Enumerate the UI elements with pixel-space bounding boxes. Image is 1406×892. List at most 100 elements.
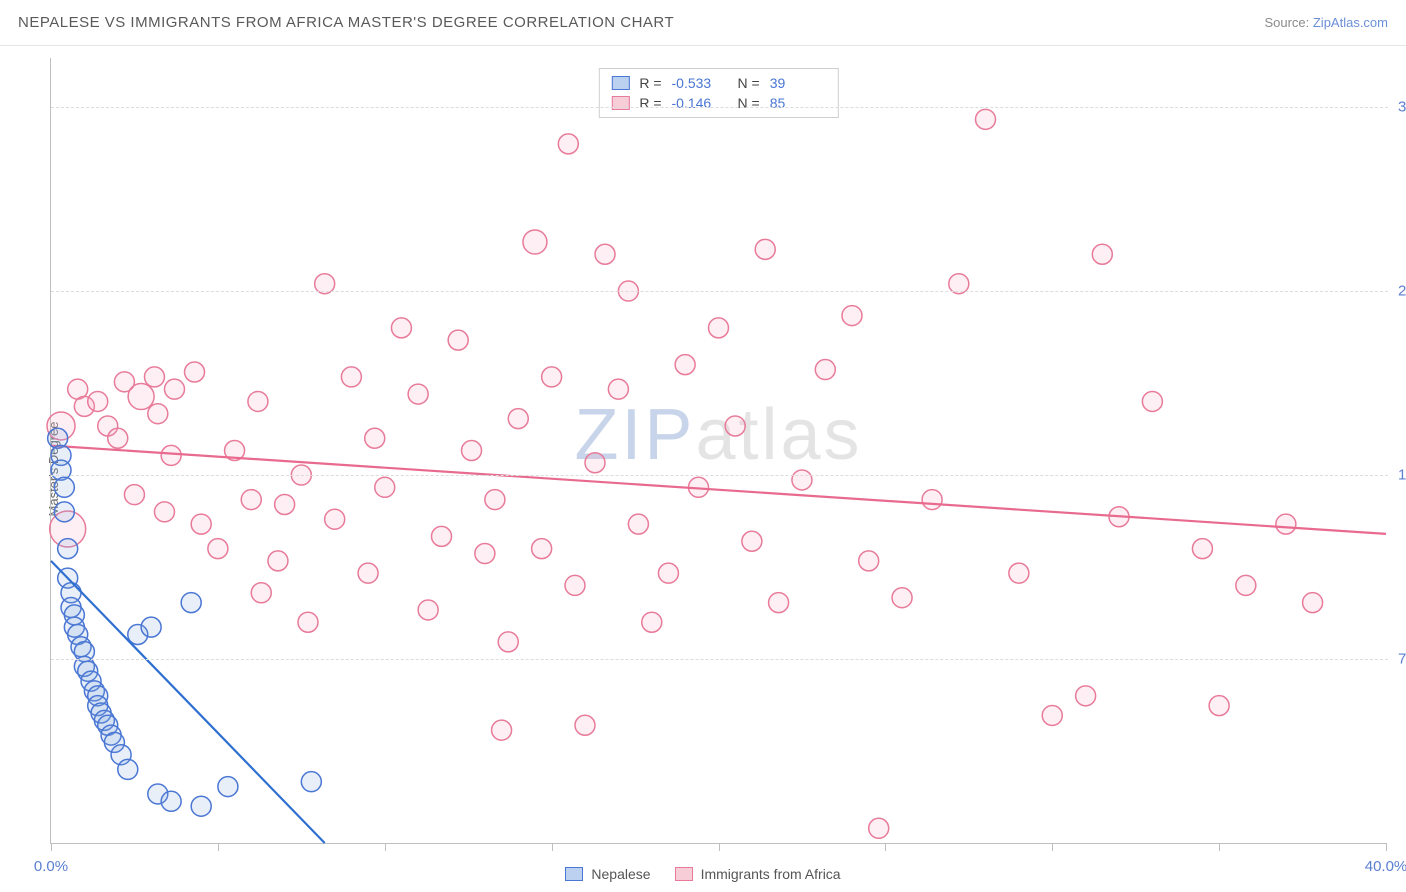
header: NEPALESE VS IMMIGRANTS FROM AFRICA MASTE… [0,0,1406,46]
scatter-point-africa [161,445,181,465]
scatter-point-africa [185,362,205,382]
scatter-point-africa [475,544,495,564]
scatter-point-africa [1192,539,1212,559]
scatter-point-africa [658,563,678,583]
stats-n-label: N = [738,75,760,91]
scatter-point-africa [976,109,996,129]
scatter-point-africa [251,583,271,603]
scatter-point-africa [88,391,108,411]
scatter-point-africa [523,230,547,254]
scatter-point-africa [341,367,361,387]
legend-label-africa: Immigrants from Africa [701,866,841,882]
y-tick-label: 30.0% [1388,99,1406,116]
scatter-point-africa [792,470,812,490]
scatter-point-nepalese [54,502,74,522]
scatter-point-africa [642,612,662,632]
x-tick [385,843,386,851]
stats-n-label: N = [738,95,760,111]
scatter-point-nepalese [218,777,238,797]
scatter-point-africa [154,502,174,522]
scatter-point-africa [892,588,912,608]
scatter-point-nepalese [301,772,321,792]
scatter-point-nepalese [141,617,161,637]
source-prefix: Source: [1264,15,1312,30]
legend-swatch-nepalese [565,867,583,881]
stats-swatch-nepalese [611,76,629,90]
correlation-stats-box: R = -0.533 N = 39 R = -0.146 N = 85 [598,68,838,118]
scatter-point-africa [922,490,942,510]
scatter-point-africa [532,539,552,559]
page-title: NEPALESE VS IMMIGRANTS FROM AFRICA MASTE… [18,14,674,31]
stats-row-nepalese: R = -0.533 N = 39 [611,73,825,93]
scatter-point-africa [498,632,518,652]
scatter-point-africa [675,355,695,375]
stats-r-label: R = [639,95,661,111]
x-tick [1219,843,1220,851]
scatter-point-africa [108,428,128,448]
x-tick [885,843,886,851]
scatter-point-africa [709,318,729,338]
stats-row-africa: R = -0.146 N = 85 [611,93,825,113]
scatter-point-africa [128,384,154,410]
legend-swatch-africa [675,867,693,881]
scatter-point-africa [565,575,585,595]
stats-n-value-nepalese: 39 [770,75,826,91]
scatter-point-africa [418,600,438,620]
scatter-point-africa [124,485,144,505]
scatter-point-africa [391,318,411,338]
chart-area: Master's Degree ZIPatlas R = -0.533 N = … [0,46,1406,892]
scatter-point-africa [859,551,879,571]
scatter-point-africa [755,239,775,259]
scatter-point-africa [1076,686,1096,706]
scatter-point-africa [275,494,295,514]
source-link[interactable]: ZipAtlas.com [1313,15,1388,30]
scatter-point-africa [1209,696,1229,716]
scatter-point-africa [628,514,648,534]
y-gridline [51,659,1388,660]
scatter-point-nepalese [181,593,201,613]
scatter-point-africa [268,551,288,571]
scatter-point-africa [148,404,168,424]
scatter-point-africa [542,367,562,387]
scatter-point-africa [608,379,628,399]
scatter-point-nepalese [118,759,138,779]
legend-item-nepalese: Nepalese [565,866,650,882]
scatter-point-africa [595,244,615,264]
scatter-point-africa [485,490,505,510]
stats-n-value-africa: 85 [770,95,826,111]
y-gridline [51,107,1388,108]
scatter-point-africa [325,509,345,529]
stats-r-label: R = [639,75,661,91]
scatter-point-africa [241,490,261,510]
legend: Nepalese Immigrants from Africa [0,866,1406,882]
scatter-point-nepalese [54,477,74,497]
scatter-point-africa [585,453,605,473]
scatter-point-africa [358,563,378,583]
scatter-point-africa [508,409,528,429]
source-attribution: Source: ZipAtlas.com [1264,15,1388,30]
plot-region: ZIPatlas R = -0.533 N = 39 R = -0.146 N … [50,58,1386,844]
scatter-point-africa [1142,391,1162,411]
scatter-point-africa [408,384,428,404]
scatter-point-africa [815,360,835,380]
scatter-point-africa [144,367,164,387]
y-tick-label: 22.5% [1388,283,1406,300]
scatter-point-africa [742,531,762,551]
scatter-point-africa [1236,575,1256,595]
scatter-point-nepalese [161,791,181,811]
scatter-point-africa [1009,563,1029,583]
x-tick [552,843,553,851]
x-tick [1386,843,1387,851]
legend-label-nepalese: Nepalese [591,866,650,882]
x-tick [218,843,219,851]
scatter-point-africa [191,514,211,534]
scatter-point-africa [1092,244,1112,264]
scatter-point-africa [575,715,595,735]
x-tick [1052,843,1053,851]
legend-item-africa: Immigrants from Africa [675,866,841,882]
scatter-point-africa [298,612,318,632]
y-gridline [51,475,1388,476]
y-gridline [51,291,1388,292]
stats-r-value-africa: -0.146 [672,95,728,111]
y-tick-label: 7.5% [1388,651,1406,668]
